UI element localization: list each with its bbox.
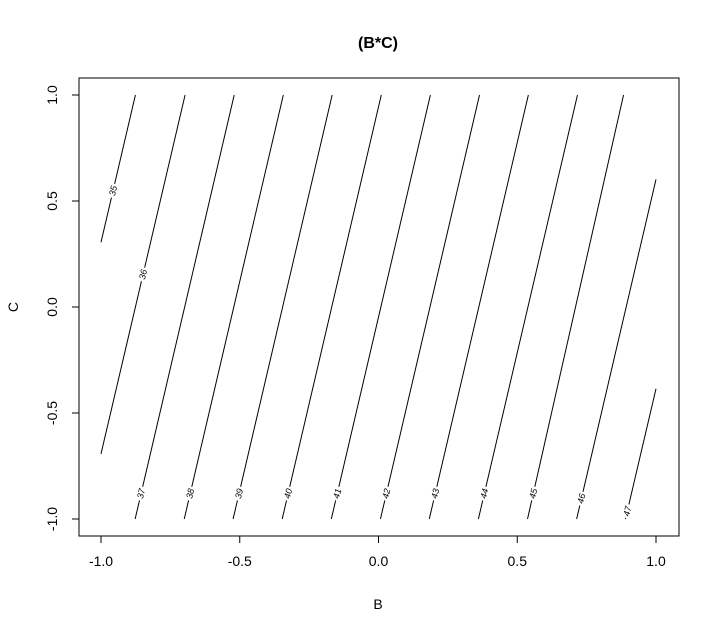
contour-label-bg (379, 485, 393, 502)
contour-lines: 35 36 37 38 39 40 41 42 43 44 45 46 47 (100, 94, 657, 520)
contour-label-bg (477, 485, 491, 502)
contour-38: 38 (183, 94, 284, 520)
y-tick-label: 0.5 (44, 191, 60, 211)
contour-label-bg (620, 503, 634, 520)
y-tick-label: 1.0 (44, 85, 60, 105)
contour-40: 40 (281, 94, 382, 520)
contour-label: 44 (478, 488, 490, 500)
contour-label-bg (574, 490, 588, 507)
contour-line (281, 94, 382, 520)
contour-label: 43 (429, 488, 441, 500)
contour-label-bg (428, 485, 442, 502)
contour-label-bg (134, 485, 148, 502)
y-tick-label: -1.0 (44, 507, 60, 531)
contour-42: 42 (379, 94, 480, 520)
contour-36: 36 (100, 94, 186, 454)
contour-46: 46 (574, 179, 657, 520)
contour-label: 35 (107, 184, 119, 197)
contour-label: 46 (575, 493, 587, 505)
contour-label: 36 (137, 268, 149, 280)
contour-label-bg (136, 266, 150, 283)
contour-label-bg (281, 485, 295, 502)
y-tick-label: 0.0 (44, 297, 60, 317)
x-axis-label: B (373, 596, 382, 612)
contour-label-bg (526, 485, 540, 502)
y-axis-label: C (5, 302, 21, 312)
contour-line (100, 94, 136, 243)
contour-line (428, 94, 529, 520)
contour-line (379, 94, 480, 520)
contour-label-bg (232, 485, 246, 502)
x-tick-label: -1.0 (89, 553, 113, 569)
contour-35: 35 (100, 94, 136, 243)
contour-label: 47 (621, 504, 633, 517)
contour-label: 42 (380, 488, 392, 500)
x-axis: -1.0 -0.5 0.0 0.5 1.0 (89, 535, 666, 569)
contour-line (183, 94, 284, 520)
x-tick-label: -0.5 (228, 553, 252, 569)
x-tick-label: 0.5 (508, 553, 528, 569)
x-tick-label: 0.0 (369, 553, 389, 569)
y-axis: -1.0 -0.5 0.0 0.5 1.0 (44, 85, 80, 531)
contour-label: 45 (527, 487, 539, 500)
chart-title: (B*C) (358, 35, 398, 52)
y-tick-label: -0.5 (44, 401, 60, 425)
contour-45: 45 (526, 94, 625, 520)
contour-label: 39 (233, 488, 245, 500)
contour-label: 40 (282, 488, 294, 500)
contour-line (134, 94, 235, 520)
contour-37: 37 (134, 94, 235, 520)
contour-44: 44 (477, 94, 578, 520)
contour-label: 38 (184, 488, 196, 500)
contour-label: 37 (135, 487, 147, 500)
contour-47: 47 (620, 388, 657, 520)
contour-line (477, 94, 578, 520)
x-tick-label: 1.0 (646, 553, 666, 569)
contour-line (232, 94, 333, 520)
contour-line (624, 388, 657, 520)
contour-label-bg (106, 182, 120, 199)
contour-43: 43 (428, 94, 529, 520)
contour-39: 39 (232, 94, 333, 520)
contour-line (576, 179, 657, 520)
contour-label: 41 (331, 488, 343, 500)
contour-label-bg (330, 485, 344, 502)
contour-line (330, 94, 431, 520)
contour-41: 41 (330, 94, 431, 520)
contour-line (527, 94, 625, 520)
contour-label-bg (183, 485, 197, 502)
